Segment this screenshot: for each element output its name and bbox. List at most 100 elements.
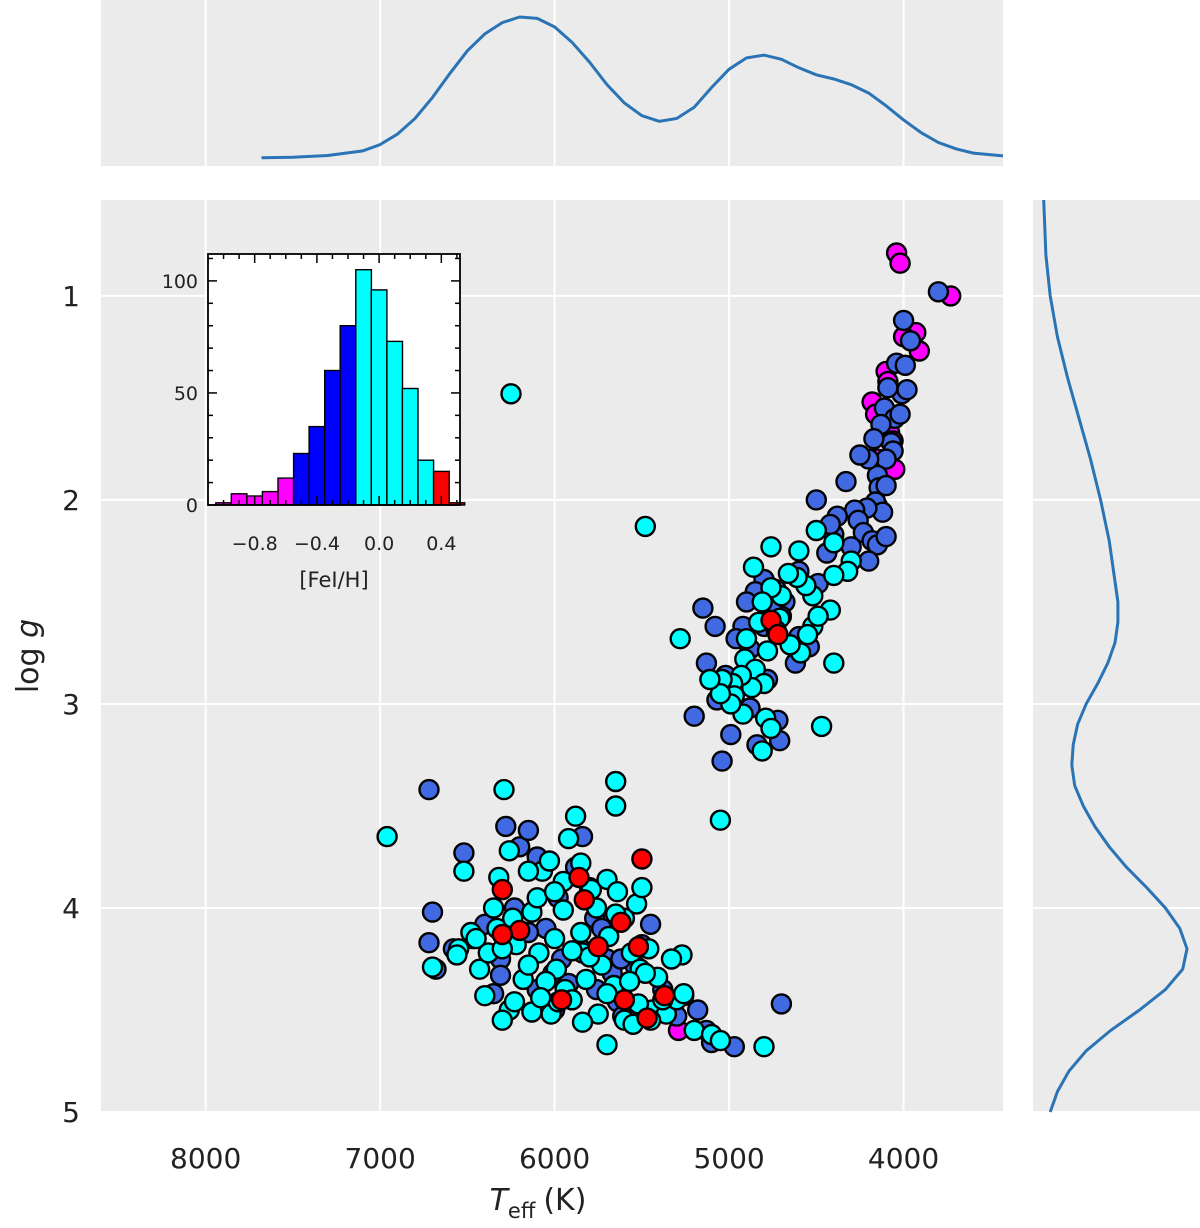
y-axis-label-prefix: log xyxy=(11,638,46,693)
histogram-bar xyxy=(386,340,404,506)
star-point-series-1 xyxy=(453,842,475,864)
star-point-series-1 xyxy=(889,403,911,425)
star-point-series-2 xyxy=(421,956,444,978)
star-point-series-2 xyxy=(709,683,732,705)
star-point-series-2 xyxy=(468,958,491,980)
inset-x-tick-label: 0.0 xyxy=(364,533,394,555)
histogram-bar xyxy=(401,387,419,506)
star-point-series-2 xyxy=(552,899,574,921)
star-point-series-3 xyxy=(491,878,513,901)
star-point-series-1 xyxy=(927,281,950,303)
star-point-series-2 xyxy=(751,740,773,762)
star-point-series-1 xyxy=(704,615,726,638)
star-point-series-3 xyxy=(573,889,595,911)
inset-x-tick-labels: −0.8 −0.4 0.0 0.4 xyxy=(232,533,457,555)
star-point-series-2 xyxy=(631,876,653,899)
star-point-series-2 xyxy=(596,983,618,1005)
star-point-series-3 xyxy=(610,911,632,933)
star-point-series-2 xyxy=(709,809,732,831)
star-point-series-2 xyxy=(498,840,520,862)
star-point-series-2 xyxy=(660,948,683,970)
star-point-series-1 xyxy=(899,330,922,352)
star-point-series-3 xyxy=(627,936,650,958)
star-point-series-2 xyxy=(683,1019,705,1042)
star-point-series-2 xyxy=(530,987,552,1009)
star-point-series-2 xyxy=(709,1029,732,1052)
star-point-series-2 xyxy=(735,628,758,650)
inset-y-tick-label: 100 xyxy=(162,271,198,293)
star-point-series-2 xyxy=(753,1035,775,1058)
star-point-series-2 xyxy=(570,921,592,944)
y-tick-label: 5 xyxy=(62,1096,80,1129)
x-tick-label: 5000 xyxy=(693,1142,764,1175)
y-tick-label: 3 xyxy=(62,688,80,721)
star-point-series-3 xyxy=(636,1007,658,1029)
star-point-series-1 xyxy=(687,999,709,1021)
star-point-series-1 xyxy=(875,474,897,497)
star-point-series-0 xyxy=(889,252,911,274)
star-point-series-2 xyxy=(446,944,468,966)
star-point-series-2 xyxy=(823,652,845,674)
star-point-series-2 xyxy=(465,927,487,950)
histogram-bar xyxy=(324,369,342,506)
star-point-series-2 xyxy=(777,562,800,585)
right-kde-panel xyxy=(1033,199,1200,1113)
star-point-series-1 xyxy=(711,750,733,772)
top-panel-background xyxy=(101,0,1003,166)
star-point-series-2 xyxy=(742,556,765,578)
star-point-series-2 xyxy=(760,536,782,558)
inset-x-axis-label: [FeI/H] xyxy=(299,568,368,592)
inset-histogram: −0.8 −0.4 0.0 0.4 0 50 100 [FeI/H] xyxy=(162,253,466,592)
star-point-series-2 xyxy=(807,605,829,627)
star-point-series-2 xyxy=(538,850,561,872)
histogram-bar xyxy=(292,452,310,506)
star-point-series-1 xyxy=(418,778,440,801)
right-kde-curve xyxy=(1042,199,1189,1113)
star-point-series-1 xyxy=(849,444,871,466)
inset-y-tick-labels: 0 50 100 xyxy=(162,271,198,517)
inset-bars xyxy=(215,269,466,506)
star-point-series-2 xyxy=(810,715,833,738)
star-point-series-2 xyxy=(751,591,773,613)
star-point-series-2 xyxy=(618,970,641,993)
star-point-series-1 xyxy=(835,470,857,493)
star-point-series-2 xyxy=(575,968,597,991)
star-point-series-2 xyxy=(561,940,583,962)
histogram-bar xyxy=(308,425,326,506)
star-point-series-3 xyxy=(613,989,636,1011)
star-point-series-1 xyxy=(692,597,714,619)
histogram-bar xyxy=(339,325,357,506)
star-point-series-1 xyxy=(517,819,540,842)
star-point-series-2 xyxy=(503,991,526,1013)
star-point-series-3 xyxy=(491,923,513,946)
star-point-series-2 xyxy=(805,519,827,542)
star-point-series-2 xyxy=(823,564,845,587)
star-point-series-2 xyxy=(517,954,540,976)
star-point-series-2 xyxy=(500,383,522,405)
x-axis-label-sub: eff xyxy=(508,1199,536,1223)
y-tick-label: 2 xyxy=(62,484,80,517)
inset-y-tick-label: 0 xyxy=(186,495,198,517)
star-point-series-2 xyxy=(491,1009,513,1031)
star-point-series-3 xyxy=(767,623,789,646)
top-kde-curve xyxy=(261,15,1004,160)
star-point-series-2 xyxy=(760,717,782,740)
star-point-series-2 xyxy=(788,540,810,562)
star-point-series-3 xyxy=(568,866,590,889)
star-point-series-2 xyxy=(482,897,505,919)
star-point-series-2 xyxy=(669,628,691,650)
star-point-series-3 xyxy=(509,919,531,942)
star-point-series-2 xyxy=(796,623,819,646)
star-point-series-1 xyxy=(421,901,444,923)
star-point-series-1 xyxy=(805,489,827,511)
inset-ticks xyxy=(208,254,460,506)
y-axis-label: log g xyxy=(11,619,46,693)
y-tick-label: 1 xyxy=(62,280,80,313)
star-point-series-3 xyxy=(587,936,609,958)
main-scatter-panel: 8000 7000 6000 5000 4000 1 2 3 4 5 Teff (K) log g xyxy=(11,200,1003,1223)
star-point-series-2 xyxy=(571,1011,594,1033)
y-axis-label-var: g xyxy=(11,619,46,638)
star-point-series-2 xyxy=(823,532,845,554)
star-point-series-2 xyxy=(606,881,629,903)
star-point-series-1 xyxy=(720,723,742,746)
